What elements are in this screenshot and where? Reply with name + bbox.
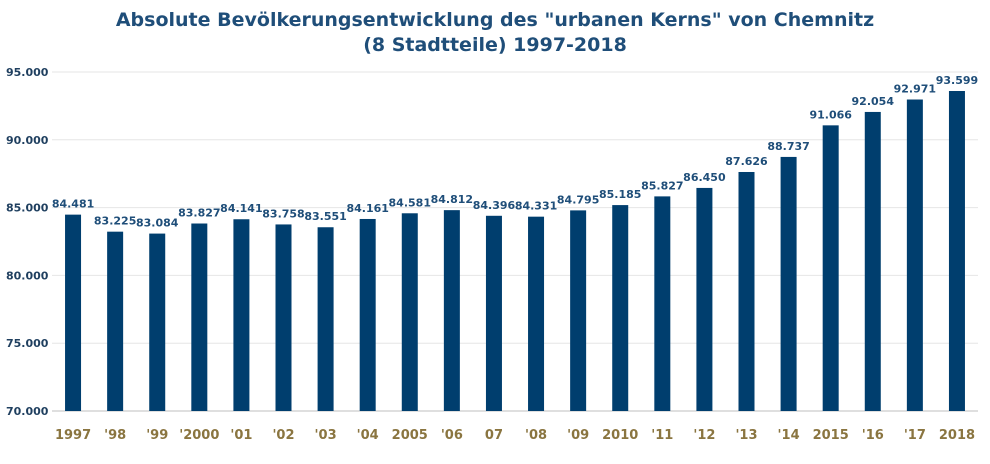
gridlines xyxy=(52,71,978,412)
x-tick-label: '03 xyxy=(315,428,337,443)
data-label: 91.066 xyxy=(809,108,852,121)
data-label: 88.737 xyxy=(767,140,809,153)
bar xyxy=(191,223,208,411)
bar xyxy=(233,219,250,411)
chart-title: Absolute Bevölkerungsentwicklung des "ur… xyxy=(0,8,990,58)
bar xyxy=(948,90,965,411)
x-tick-label: 2018 xyxy=(939,428,975,443)
bar xyxy=(401,213,418,411)
data-label: 84.812 xyxy=(431,193,473,206)
y-tick-label: 70.000 xyxy=(6,405,49,418)
bar xyxy=(780,156,797,411)
x-tick-label: '08 xyxy=(525,428,547,443)
x-tick-label: '17 xyxy=(904,428,926,443)
bar xyxy=(864,111,881,412)
data-label: 83.551 xyxy=(304,210,346,223)
data-label: 85.185 xyxy=(599,188,641,201)
x-tick-label: '13 xyxy=(735,428,757,443)
bar xyxy=(443,210,460,411)
bar xyxy=(485,215,502,411)
bar xyxy=(738,171,755,411)
data-label: 93.599 xyxy=(936,74,978,87)
bar xyxy=(612,205,629,411)
x-tick-label: '01 xyxy=(230,428,252,443)
x-tick-label: 2010 xyxy=(602,428,638,443)
data-label: 84.481 xyxy=(52,198,94,211)
data-label: 84.795 xyxy=(557,193,599,206)
data-label: 83.225 xyxy=(94,215,136,228)
x-tick-label: 1997 xyxy=(55,428,91,443)
bar xyxy=(570,210,587,411)
bar xyxy=(906,99,923,411)
x-tick-label: '06 xyxy=(441,428,463,443)
bar xyxy=(359,218,376,411)
data-label: 84.581 xyxy=(389,196,431,209)
data-label: 92.971 xyxy=(894,83,936,96)
data-label: 84.396 xyxy=(473,199,516,212)
chart-title-line-1: Absolute Bevölkerungsentwicklung des "ur… xyxy=(115,9,875,31)
data-label: 83.084 xyxy=(136,217,179,230)
x-tick-label: 2015 xyxy=(813,428,849,443)
x-axis-ticks: 1997 '98 '99 '2000 '01 '02 '03 '04 2005 '06 07 '08 '… xyxy=(55,428,975,443)
x-tick-label: '09 xyxy=(567,428,589,443)
bar xyxy=(65,214,82,411)
y-tick-label: 90.000 xyxy=(6,134,49,147)
data-label: 87.626 xyxy=(725,155,768,168)
bar xyxy=(317,227,334,411)
data-label: 86.450 xyxy=(683,171,726,184)
y-tick-label: 80.000 xyxy=(6,269,49,282)
x-tick-label: '98 xyxy=(104,428,126,443)
data-label: 84.161 xyxy=(346,202,388,215)
bar xyxy=(822,125,839,412)
chart-title-line-2: (8 Stadtteile) 1997-2018 xyxy=(363,34,627,56)
x-tick-label: '04 xyxy=(357,428,379,443)
x-tick-label: '14 xyxy=(778,428,800,443)
data-label: 83.827 xyxy=(178,207,220,220)
y-tick-label: 75.000 xyxy=(6,337,49,350)
data-label: 84.141 xyxy=(220,202,262,215)
data-label: 92.054 xyxy=(852,95,895,108)
x-tick-label: '02 xyxy=(272,428,294,443)
x-tick-label: '2000 xyxy=(179,428,219,443)
x-tick-label: '12 xyxy=(693,428,715,443)
y-axis-ticks: 70.000 75.000 80.000 85.000 90.000 95.000 xyxy=(6,66,49,418)
bar xyxy=(275,224,292,411)
x-tick-label: 2005 xyxy=(392,428,428,443)
x-tick-label: 07 xyxy=(485,428,503,443)
bar xyxy=(696,187,713,411)
x-tick-label: '11 xyxy=(651,428,673,443)
x-tick-label: '16 xyxy=(862,428,884,443)
y-tick-label: 85.000 xyxy=(6,202,49,215)
bar xyxy=(528,216,545,411)
bars xyxy=(65,90,965,412)
bar xyxy=(654,196,671,411)
data-label: 83.758 xyxy=(262,207,304,220)
data-label: 84.331 xyxy=(515,200,557,213)
bar xyxy=(149,233,166,411)
y-tick-label: 95.000 xyxy=(6,66,49,79)
data-label: 85.827 xyxy=(641,179,683,192)
bar xyxy=(107,231,124,411)
x-tick-label: '99 xyxy=(146,428,168,443)
